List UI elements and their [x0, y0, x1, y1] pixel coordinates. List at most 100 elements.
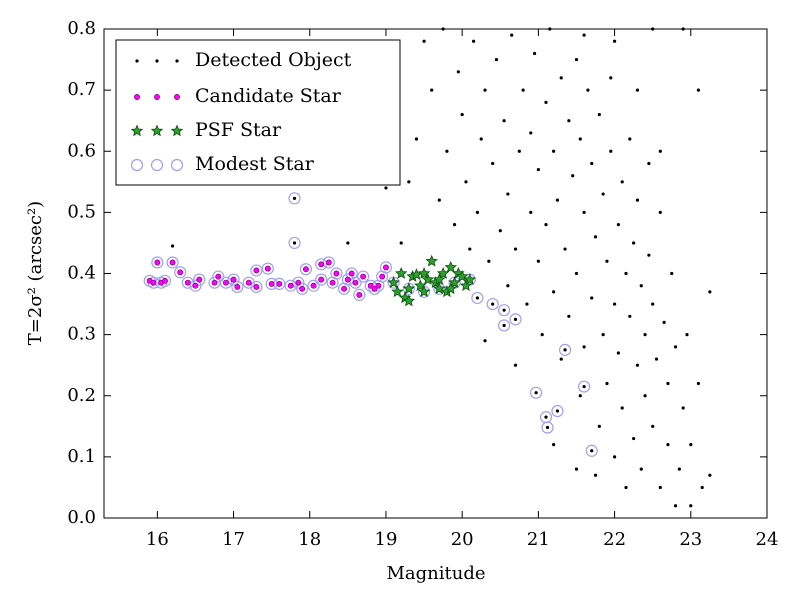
modest-star-point [578, 380, 591, 393]
detected-point [483, 339, 487, 343]
modest-star-point [585, 444, 598, 457]
detected-point [155, 59, 159, 63]
x-tick-label: 20 [451, 529, 474, 550]
candidate-point [264, 265, 271, 272]
modest-star-point [299, 263, 313, 276]
detected-point [673, 345, 678, 349]
candidate-point [222, 279, 229, 286]
detected-point [612, 455, 617, 459]
detected-point [689, 443, 693, 447]
detected-point [567, 314, 571, 318]
detected-point [529, 210, 533, 214]
detected-point [464, 180, 468, 184]
modest-star-point [219, 276, 233, 289]
candidate-point [348, 270, 355, 277]
psf-star-point [402, 294, 416, 307]
detected-point [658, 210, 662, 214]
detected-point [654, 357, 659, 361]
candidate-point [299, 285, 306, 292]
detected-point [635, 198, 640, 202]
detected-point [582, 345, 586, 349]
detected-point [135, 59, 139, 63]
detected-point [597, 112, 601, 117]
modest-star-point [315, 273, 328, 286]
detected-point [647, 253, 651, 257]
candidate-point [325, 259, 332, 266]
modest-star-point [284, 279, 297, 292]
detected-point [605, 381, 609, 386]
y-tick-label: 0.5 [67, 201, 96, 222]
detected-point [452, 223, 457, 227]
modest-star-point [227, 273, 240, 286]
detected-point [635, 363, 640, 367]
detected-point [609, 76, 613, 80]
detected-point [609, 149, 613, 153]
candidate-point [215, 273, 222, 280]
detected-point [647, 161, 651, 166]
detected-point [616, 223, 620, 227]
modest-star-point [181, 276, 194, 289]
candidate-point [356, 291, 363, 298]
detected-point [582, 384, 586, 389]
detected-point [292, 196, 297, 200]
candidate-point [375, 282, 382, 289]
detected-point [525, 302, 529, 306]
detected-point [502, 323, 506, 328]
detected-point [517, 149, 521, 153]
detected-point [605, 259, 609, 263]
x-axis-label: Magnitude [386, 563, 485, 584]
modest-star-point [497, 304, 511, 317]
detected-point [475, 296, 480, 300]
candidate-point [329, 279, 336, 286]
detected-point [666, 443, 670, 447]
detected-point [513, 247, 518, 251]
detected-point [666, 381, 670, 386]
detected-point [601, 192, 605, 196]
modest-star-point [529, 386, 543, 399]
candidate-point [245, 279, 252, 286]
detected-point [555, 198, 560, 202]
detected-point [571, 174, 575, 178]
candidate-point [162, 277, 168, 284]
x-tick-label: 19 [375, 529, 398, 550]
detected-point [502, 119, 506, 123]
detected-point [582, 210, 586, 214]
y-tick-label: 0.7 [67, 79, 96, 100]
modest-star-point [288, 192, 301, 205]
legend-label: PSF Star [195, 119, 282, 141]
detected-point [586, 88, 590, 92]
detected-point [513, 363, 518, 367]
modest-star-point [541, 421, 554, 434]
psf-star-point [444, 282, 457, 295]
detected-point [552, 443, 556, 447]
detected-point [555, 409, 560, 413]
detected-point [468, 247, 472, 251]
candidate-point [383, 264, 389, 271]
x-tick-label: 21 [527, 529, 550, 550]
detected-point [494, 57, 499, 62]
detected-point [441, 27, 445, 31]
detected-point [620, 180, 624, 184]
detected-point [414, 137, 419, 141]
legend-label: Candidate Star [195, 85, 342, 107]
detected-point [597, 424, 601, 428]
detected-point [292, 241, 297, 245]
detected-point [681, 406, 685, 410]
detected-point [662, 320, 666, 324]
detected-point [498, 229, 502, 233]
modest-star-point [170, 158, 184, 172]
candidate-point [196, 276, 203, 283]
modest-star-point [166, 256, 179, 269]
legend-label: Modest Star [195, 153, 315, 175]
legend-box [115, 39, 401, 186]
candidate-point [230, 276, 237, 283]
detected-point [552, 290, 556, 294]
detected-point [483, 88, 487, 92]
detected-point [696, 381, 701, 386]
detected-point [552, 149, 556, 153]
y-tick-label: 0.2 [67, 385, 96, 406]
modest-star-point [150, 158, 164, 172]
detected-point [616, 351, 620, 355]
detected-point [651, 27, 655, 31]
psf-star-point [391, 285, 404, 298]
